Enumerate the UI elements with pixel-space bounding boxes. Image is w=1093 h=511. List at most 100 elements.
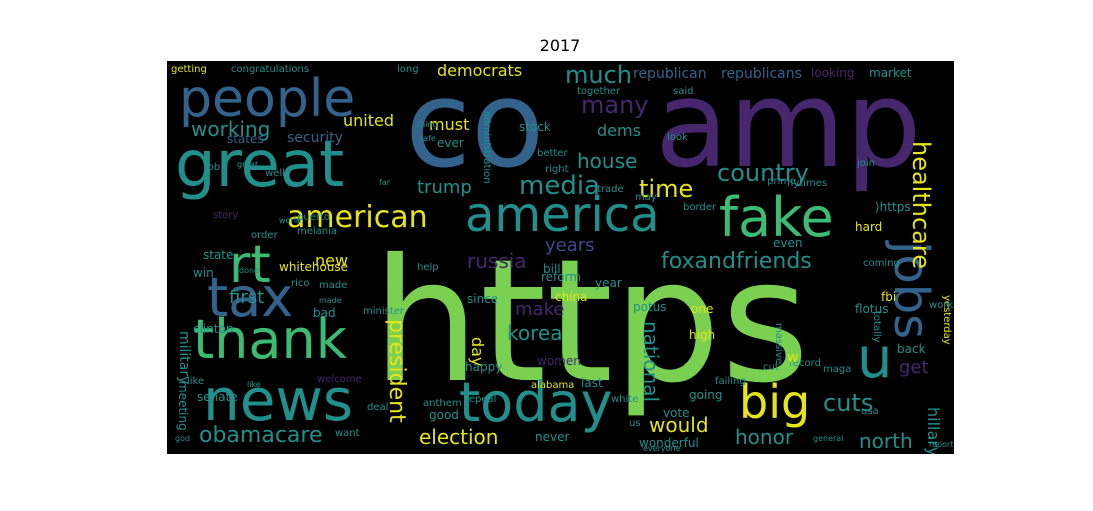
word-melania: melania — [297, 226, 338, 237]
word-bad: bad — [313, 306, 336, 320]
word-republican: republican — [633, 66, 707, 82]
word-look: look — [667, 132, 688, 143]
word-general: general — [813, 434, 844, 443]
word-many: many — [581, 91, 649, 119]
word-deal: deal — [367, 402, 389, 413]
word-trump: trump — [417, 177, 472, 198]
word-trade: trade — [597, 184, 624, 195]
word-u: u — [857, 326, 893, 391]
word-year: year — [595, 276, 622, 290]
word-safe: safe — [419, 134, 436, 143]
word-healthcare: healthcare — [907, 141, 935, 269]
word-get: get — [899, 357, 929, 378]
word-years: years — [545, 235, 595, 256]
word-reform: reform — [541, 270, 582, 284]
word-nytimes: nytimes — [787, 178, 828, 189]
word-like: like — [247, 380, 261, 389]
word-clinton: clinton — [193, 322, 234, 336]
word-maga: maga — [823, 364, 852, 375]
word-made: made — [319, 280, 348, 291]
word-coming: coming — [863, 258, 900, 269]
word-story: story — [213, 210, 239, 221]
word-tax: tax — [207, 266, 294, 329]
word-report: report — [929, 440, 954, 449]
word-vote: vote — [663, 406, 690, 420]
word-record: record — [789, 358, 821, 369]
word-failing: failing — [715, 376, 746, 387]
word-time: time — [639, 175, 694, 203]
word-white: white — [611, 394, 639, 405]
word-great: great — [175, 128, 345, 202]
word-bill: bill — [543, 262, 561, 276]
word-korea: korea — [507, 321, 563, 345]
word-like: like — [187, 376, 205, 387]
word-even: even — [773, 236, 803, 250]
word-obamacare: obamacare — [199, 423, 323, 448]
word-world: world — [279, 216, 302, 225]
word-cut: cut — [763, 362, 779, 373]
word-help: help — [417, 262, 439, 273]
word-long: long — [397, 64, 419, 75]
word-women: women — [537, 354, 581, 368]
word-wonderful: wonderful — [639, 436, 699, 450]
word-minister: minister — [363, 306, 405, 317]
word-first: first — [229, 287, 265, 308]
word-welcome: welcome — [317, 374, 362, 385]
word-massive: massive — [773, 323, 784, 365]
word-people: people — [179, 69, 356, 129]
word-far: far — [379, 178, 391, 187]
word-news: news — [203, 366, 354, 434]
word-make: make — [515, 299, 565, 320]
word-high: high — [689, 328, 716, 342]
word-prime: prime — [767, 176, 797, 187]
word-country: country — [717, 159, 809, 187]
word-everyone: everyone — [643, 444, 681, 453]
word-repeal: repeal — [465, 394, 497, 405]
word-last: last — [581, 376, 603, 390]
word-administration: administration — [481, 111, 492, 184]
word-china: china — [555, 290, 588, 304]
word-would: would — [649, 413, 709, 437]
word-hard: hard — [855, 220, 883, 234]
word-dems: dems — [597, 121, 641, 140]
word-right: right — [545, 164, 569, 175]
word-election: election — [419, 425, 499, 449]
word-border: border — [683, 202, 717, 213]
word-thank: thank — [193, 308, 347, 371]
word-big: big — [739, 375, 811, 429]
word-puerto: puerto — [297, 212, 330, 223]
figure-title: 2017 — [539, 36, 581, 55]
word-going: going — [689, 388, 723, 402]
word-security: security — [287, 130, 343, 146]
word-national: national — [639, 321, 663, 403]
word-cuts: cuts — [823, 389, 874, 417]
word-senate: senate — [197, 390, 238, 404]
word-order: order — [251, 230, 278, 241]
word-rt: rt — [229, 235, 271, 295]
word-house: house — [577, 149, 638, 173]
word-us: us — [629, 418, 641, 429]
word-amp: amp — [655, 61, 922, 195]
word-rico: rico — [291, 278, 310, 289]
word-job: job — [205, 162, 221, 173]
word-alabama: alabama — [531, 380, 575, 391]
word-totally: totally — [871, 311, 882, 343]
word-one: one — [691, 302, 714, 316]
word-whitehouse: whitehouse — [279, 260, 349, 274]
word-god: god — [175, 434, 191, 443]
word-democrats: democrats — [437, 61, 523, 80]
word-states: states — [227, 132, 264, 146]
word-w: w — [787, 350, 799, 366]
word-https: ⟩https — [875, 200, 911, 214]
word-must: must — [429, 115, 470, 134]
word-fake: fake — [719, 186, 834, 249]
word-happy: happy — [465, 360, 503, 374]
word-anthem: anthem — [423, 398, 462, 409]
word-said: said — [673, 86, 694, 97]
word-usa: usa — [861, 406, 879, 417]
word-much: much — [565, 61, 632, 89]
word-fbi: fbi — [881, 290, 897, 304]
word-america: america — [465, 187, 660, 243]
word-potus: potus — [633, 300, 667, 314]
word-great: great — [237, 160, 259, 169]
